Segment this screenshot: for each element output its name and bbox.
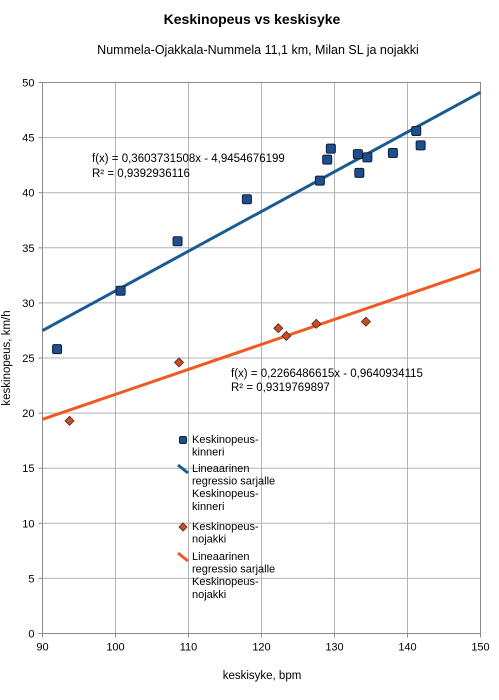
data-point-kinneri [322, 154, 333, 165]
data-point-kinneri [172, 236, 183, 247]
data-point-kinneri [314, 175, 325, 186]
y-tick-label: 50 [22, 78, 34, 90]
legend-label-line: regressio sarjalle [192, 564, 275, 576]
legend-marker-kinneri [179, 436, 187, 444]
data-point-kinneri [415, 140, 426, 151]
x-tick-label: 150 [471, 642, 489, 654]
chart-title: Keskinopeus vs keskisyke [164, 11, 341, 27]
x-tick-label: 100 [106, 642, 124, 654]
y-tick-label: 15 [22, 463, 34, 475]
legend-label-line: nojakki [192, 534, 226, 546]
legend-marker-nojakki [178, 522, 188, 532]
x-tick-label: 140 [398, 642, 416, 654]
trendline-kinneri [41, 90, 482, 332]
y-tick-label: 30 [22, 298, 34, 310]
x-tick-label: 130 [325, 642, 343, 654]
data-point-nojakki [64, 415, 75, 426]
data-point-kinneri [115, 285, 126, 296]
x-tick-label: 90 [36, 642, 48, 654]
x-axis-ticks: 90 100 110 120 130 140 150 [36, 633, 490, 654]
y-tick-label: 25 [22, 353, 34, 365]
legend-label-line: Keskinopeus- [192, 434, 259, 446]
trend-equation-kinneri: f(x) = 0,3603731508x - 4,9454676199 [92, 153, 285, 165]
data-point-kinneri [352, 149, 363, 160]
data-point-nojakki [360, 316, 371, 327]
data-point-nojakki [311, 318, 322, 329]
x-axis-label: keskisyke, bpm [223, 670, 302, 682]
legend-line-swatch [177, 463, 189, 475]
data-point-kinneri [354, 167, 365, 178]
trendline-nojakki [42, 268, 481, 421]
legend-label-line: Keskinopeus- [192, 576, 259, 588]
legend-label-line: nojakki [192, 589, 226, 601]
trend-r2-nojakki: R² = 0,9319769897 [231, 382, 330, 394]
trend-r2-kinneri: R² = 0,9392936116 [92, 168, 190, 180]
legend-entry: Keskinopeus-nojakki [178, 521, 259, 546]
data-point-kinneri [241, 194, 252, 205]
legend-label-line: Keskinopeus- [192, 488, 259, 500]
y-tick-label: 5 [28, 573, 34, 585]
data-point-kinneri [387, 148, 398, 159]
data-point-nojakki [273, 323, 284, 334]
legend-label-line: regressio sarjalle [192, 476, 275, 488]
y-tick-label: 35 [22, 243, 34, 255]
x-tick-label: 120 [252, 642, 270, 654]
y-axis-ticks: 0 5 10 15 20 25 30 35 40 45 50 [22, 78, 43, 641]
legend-entry: Keskinopeus-kinneri [179, 434, 259, 459]
legend-label-line: kinneri [192, 447, 224, 459]
data-point-kinneri [325, 143, 336, 154]
y-tick-label: 0 [28, 629, 34, 641]
data-point-nojakki [173, 357, 185, 368]
legend-label-line: Lineaarinen [192, 463, 250, 475]
y-tick-label: 20 [22, 408, 34, 420]
y-tick-label: 45 [22, 133, 34, 145]
legend: Keskinopeus-kinneriLineaarinenregressio … [177, 434, 275, 601]
data-point-kinneri [362, 152, 373, 163]
y-tick-label: 40 [22, 188, 34, 200]
legend-label-line: kinneri [192, 501, 224, 513]
y-tick-label: 10 [22, 518, 34, 530]
legend-label-line: Lineaarinen [192, 551, 250, 563]
data-points [52, 125, 426, 426]
grid-lines [42, 82, 481, 634]
legend-line-swatch [177, 551, 189, 563]
data-point-kinneri [52, 344, 63, 355]
data-point-nojakki [281, 330, 292, 342]
trendlines [41, 90, 482, 421]
x-tick-label: 110 [180, 642, 198, 654]
y-axis-label: keskinopeus, km/h [1, 310, 13, 405]
data-point-kinneri [411, 125, 422, 136]
chart-subtitle: Nummela-Ojakkala-Nummela 11,1 km, Milan … [97, 43, 419, 57]
trend-equation-nojakki: f(x) = 0,2266486615x - 0,9640934115 [231, 368, 423, 380]
legend-label-line: Keskinopeus- [192, 521, 259, 533]
